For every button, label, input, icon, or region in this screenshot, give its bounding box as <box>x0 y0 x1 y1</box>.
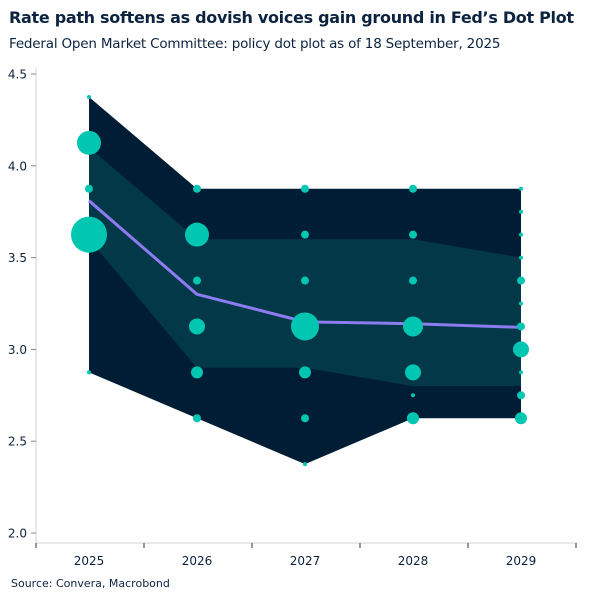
dot-2028 <box>405 364 421 381</box>
dot-2026 <box>193 184 201 193</box>
dot-2029 <box>517 391 525 400</box>
x-tick-label: 2029 <box>506 554 537 568</box>
dot-2027 <box>301 230 309 239</box>
dot-2027 <box>291 312 319 341</box>
dot-2027 <box>301 414 309 423</box>
dot-2025 <box>87 94 91 99</box>
dot-2026 <box>191 366 203 379</box>
y-tick-label: 2.5 <box>8 435 27 449</box>
x-tick-label: 2025 <box>74 554 105 568</box>
dot-2028 <box>411 393 415 398</box>
y-tick-label: 2.0 <box>8 527 27 541</box>
dot-2029 <box>519 209 523 214</box>
dot-2029 <box>513 341 529 358</box>
dot-2026 <box>193 414 201 423</box>
dot-2028 <box>407 412 419 425</box>
dot-2026 <box>185 222 209 247</box>
chart-title: Rate path softens as dovish voices gain … <box>9 8 574 27</box>
dot-2026 <box>189 318 205 335</box>
dot-2029 <box>519 186 523 191</box>
dot-2027 <box>301 184 309 193</box>
dot-2025 <box>77 130 101 155</box>
dot-2029 <box>515 412 527 425</box>
dot-2029 <box>519 370 523 375</box>
dot-2025 <box>85 184 93 193</box>
dot-2028 <box>403 316 423 337</box>
dot-2029 <box>519 301 523 306</box>
y-tick-label: 4.5 <box>8 68 27 82</box>
x-tick-label: 2027 <box>290 554 321 568</box>
dot-2026 <box>193 276 201 285</box>
x-tick-label: 2026 <box>182 554 213 568</box>
dot-2029 <box>517 276 525 285</box>
dot-2028 <box>409 230 417 239</box>
dot-2028 <box>409 276 417 285</box>
chart-subtitle: Federal Open Market Committee: policy do… <box>9 36 501 52</box>
dot-2029 <box>519 255 523 260</box>
dot-2027 <box>301 276 309 285</box>
dot-2029 <box>517 322 525 331</box>
dot-2027 <box>303 462 307 467</box>
dot-2027 <box>299 366 311 379</box>
dot-2029 <box>519 232 523 237</box>
y-tick-label: 3.5 <box>8 251 27 265</box>
x-tick-label: 2028 <box>398 554 429 568</box>
dot-2025 <box>87 370 91 375</box>
y-tick-label: 3.0 <box>8 343 27 357</box>
y-tick-label: 4.0 <box>8 159 27 173</box>
dot-2025 <box>71 216 107 253</box>
dot-2028 <box>409 184 417 193</box>
source-note: Source: Convera, Macrobond <box>11 577 170 590</box>
